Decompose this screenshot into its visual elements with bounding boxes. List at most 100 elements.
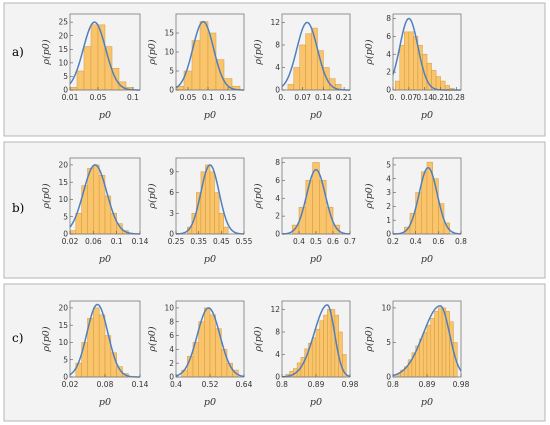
histogram-bar bbox=[338, 331, 343, 378]
subplot-0-2: 0. 0.07 0.14 0.21 0 4 8 12 p0 ρ(p0) bbox=[253, 13, 353, 121]
y-axis-label: ρ(p0) bbox=[147, 39, 158, 65]
y-tick-label: 20 bbox=[58, 304, 68, 313]
x-tick-label: 0.21 bbox=[336, 93, 353, 102]
y-tick-label: 8 bbox=[169, 317, 174, 326]
histogram-bar bbox=[319, 320, 324, 378]
histogram-bar bbox=[287, 84, 295, 91]
histogram-bar bbox=[214, 192, 220, 235]
x-tick-label: 0.06 bbox=[85, 237, 102, 246]
y-tick-label: 20 bbox=[58, 161, 68, 170]
y-tick-label: 4 bbox=[275, 350, 280, 359]
x-axis-label: p0 bbox=[421, 110, 433, 121]
histogram-bar bbox=[75, 213, 82, 235]
x-axis-label: p0 bbox=[310, 397, 322, 408]
x-tick-label: 0.08 bbox=[97, 380, 114, 389]
y-tick-label: 5 bbox=[169, 67, 174, 76]
y-axis-label: ρ(p0) bbox=[147, 326, 158, 352]
x-tick-label: 0.14 bbox=[132, 237, 149, 246]
histogram-bar bbox=[223, 226, 229, 235]
histogram-bar bbox=[315, 328, 321, 378]
y-tick-label: 2 bbox=[386, 202, 391, 211]
subplot-0-0: 0.01 0.05 0.1 0 5 10 15 20 25 p0 ρ(p0) bbox=[41, 13, 141, 121]
y-tick-label: 10 bbox=[58, 338, 68, 347]
x-tick-label: 0.55 bbox=[236, 237, 253, 246]
y-tick-label: 0 bbox=[275, 373, 280, 382]
histogram-bar bbox=[327, 309, 332, 378]
x-tick-label: 0.4 bbox=[170, 380, 182, 389]
x-tick-label: 0.05 bbox=[180, 93, 197, 102]
histogram-bar bbox=[430, 318, 435, 378]
y-tick-label: 0 bbox=[63, 230, 68, 239]
plot-frame bbox=[392, 13, 462, 91]
x-tick-label: 0.45 bbox=[213, 237, 230, 246]
histogram-bar bbox=[93, 307, 100, 378]
y-tick-label: 0 bbox=[386, 373, 391, 382]
histogram-bar bbox=[395, 80, 401, 91]
y-tick-label: 5 bbox=[386, 338, 391, 347]
plot-frame bbox=[392, 157, 462, 235]
histogram-bar bbox=[317, 50, 324, 91]
histogram-bar bbox=[93, 164, 100, 235]
x-axis-label: p0 bbox=[99, 254, 111, 265]
x-tick-label: 0.14 bbox=[132, 380, 149, 389]
y-tick-label: 8 bbox=[275, 158, 280, 167]
fit-curve bbox=[175, 164, 245, 235]
x-axis-label: p0 bbox=[204, 110, 216, 121]
y-tick-label: 3 bbox=[386, 188, 391, 197]
y-tick-label: 0 bbox=[275, 230, 280, 239]
y-axis-label: ρ(p0) bbox=[364, 39, 375, 65]
plot-frame bbox=[69, 13, 141, 91]
histogram-bar bbox=[422, 331, 428, 378]
x-axis-label: p0 bbox=[99, 110, 111, 121]
fit-curve bbox=[281, 304, 351, 378]
y-tick-label: 15 bbox=[58, 321, 68, 330]
x-tick-label: 0.98 bbox=[453, 380, 470, 389]
x-tick-label: 0. bbox=[278, 93, 285, 102]
plot-frame bbox=[175, 157, 245, 235]
y-tick-label: 5 bbox=[63, 355, 68, 364]
y-tick-label: 4 bbox=[275, 194, 280, 203]
y-tick-label: 0 bbox=[169, 86, 174, 95]
histogram-bar bbox=[434, 311, 439, 378]
x-tick-label: 0.6 bbox=[327, 237, 339, 246]
x-axis-label: p0 bbox=[310, 254, 322, 265]
x-tick-label: 0.35 bbox=[190, 237, 207, 246]
histogram-bar bbox=[90, 24, 99, 91]
histogram-bar bbox=[311, 337, 317, 378]
x-tick-label: 0.07 bbox=[294, 93, 311, 102]
x-tick-label: 0.8 bbox=[387, 380, 399, 389]
y-tick-label: 15 bbox=[58, 45, 68, 54]
y-axis-label: ρ(p0) bbox=[253, 39, 264, 65]
histogram-bar bbox=[69, 87, 78, 91]
histogram-bar bbox=[305, 180, 313, 235]
x-tick-label: 0.89 bbox=[419, 380, 436, 389]
y-axis-label: ρ(p0) bbox=[41, 183, 52, 209]
fit-curve bbox=[69, 21, 140, 91]
y-axis-label: ρ(p0) bbox=[364, 326, 375, 352]
y-tick-label: 12 bbox=[270, 18, 280, 27]
x-tick-label: 0.1 bbox=[111, 237, 123, 246]
fit-curve bbox=[69, 164, 141, 235]
histogram-bar bbox=[323, 314, 328, 378]
histogram-bar bbox=[293, 67, 300, 91]
plot-frame bbox=[69, 157, 141, 235]
y-tick-label: 6 bbox=[386, 32, 391, 41]
y-tick-label: 4 bbox=[275, 63, 280, 72]
y-tick-label: 5 bbox=[63, 212, 68, 221]
x-tick-label: 0.05 bbox=[90, 93, 107, 102]
x-tick-label: 0.14 bbox=[315, 93, 332, 102]
x-tick-label: 0.1 bbox=[202, 93, 214, 102]
x-tick-label: 0. bbox=[389, 93, 396, 102]
x-tick-label: 0.02 bbox=[62, 380, 79, 389]
fit-curve bbox=[281, 168, 351, 235]
histogram-bar bbox=[204, 307, 211, 378]
y-axis-label: ρ(p0) bbox=[41, 326, 52, 352]
y-tick-label: 4 bbox=[386, 174, 391, 183]
subplot-1-2: 0.4 0.5 0.6 0.7 0 2 4 6 8 p0 ρ(p0) bbox=[253, 157, 356, 265]
histogram-bar bbox=[438, 307, 443, 378]
x-axis-label: p0 bbox=[421, 397, 433, 408]
histogram-bar bbox=[440, 80, 446, 91]
x-tick-label: 0.4 bbox=[410, 237, 422, 246]
histogram-bar bbox=[199, 21, 209, 91]
y-tick-label: 6 bbox=[275, 176, 280, 185]
